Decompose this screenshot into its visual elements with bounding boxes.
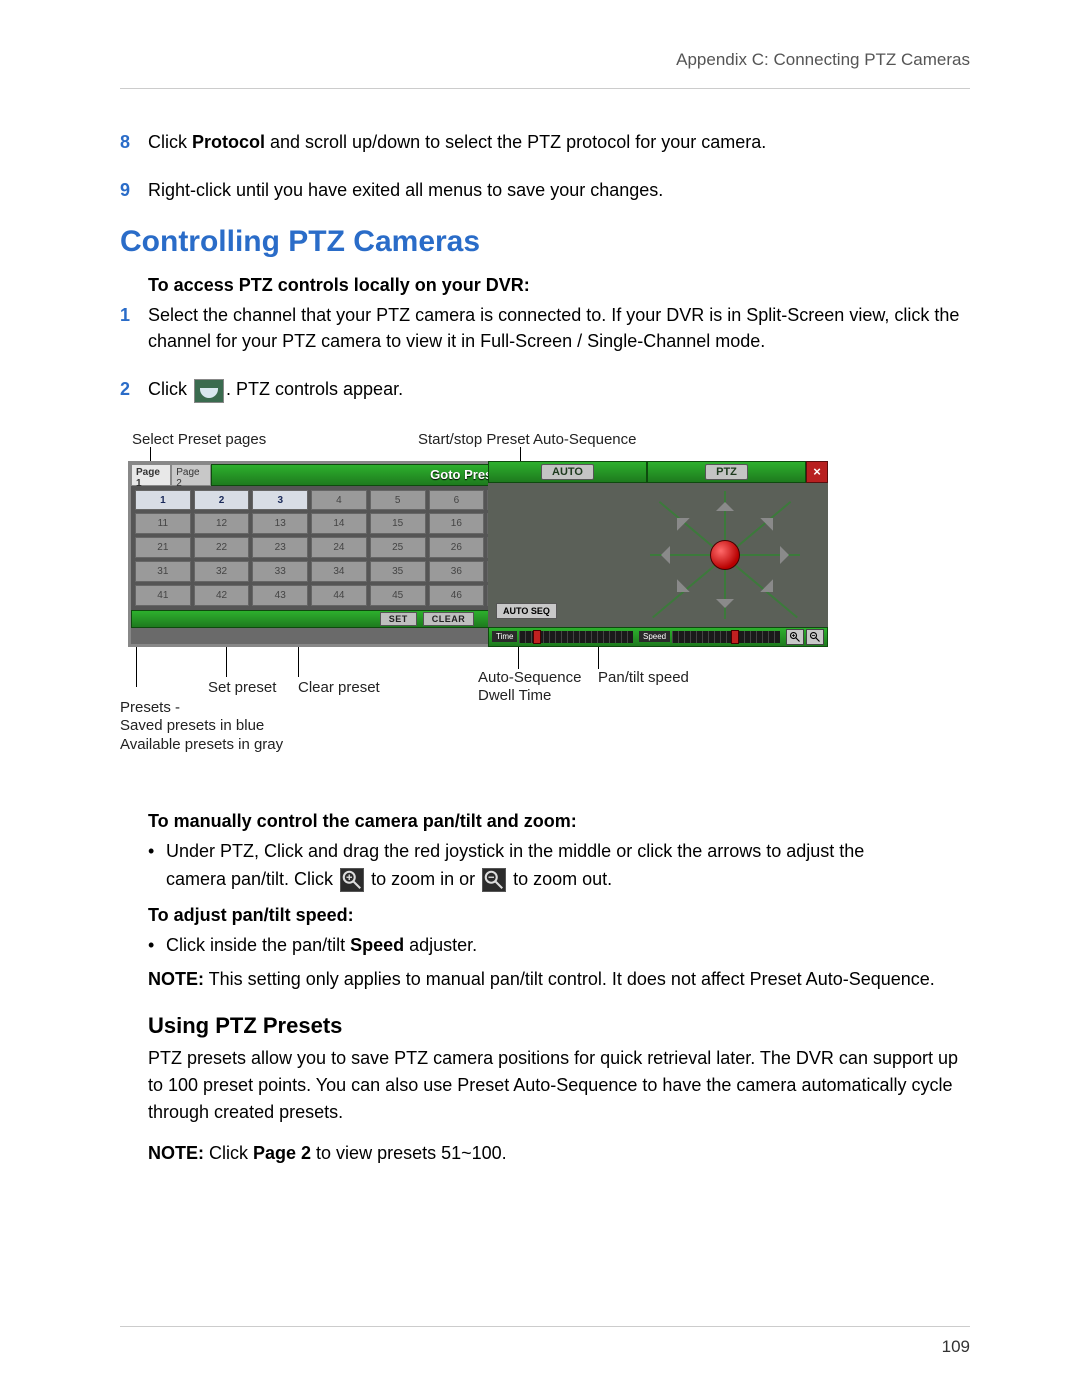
bullet-dot: • <box>148 932 166 960</box>
preset-2[interactable]: 2 <box>194 490 250 511</box>
preset-22[interactable]: 22 <box>194 537 250 558</box>
preset-31[interactable]: 31 <box>135 561 191 582</box>
manual-bullet-text: Under PTZ, Click and drag the red joysti… <box>166 838 970 894</box>
preset-page-2-tab[interactable]: Page 2 <box>171 464 211 486</box>
access-step-1-text: Select the channel that your PTZ camera … <box>148 302 970 354</box>
access-step-2-num: 2 <box>120 376 148 402</box>
ptz-control-panel: AUTO PTZ × AUTO SEQ <box>488 461 828 647</box>
label-select-preset-pages: Select Preset pages <box>132 431 266 450</box>
close-ptz-button[interactable]: × <box>806 461 828 483</box>
step-number-8: 8 <box>120 129 148 155</box>
preset-25[interactable]: 25 <box>370 537 426 558</box>
page-header: Appendix C: Connecting PTZ Cameras <box>120 50 970 89</box>
zoom-in-button[interactable] <box>786 629 804 645</box>
preset-4[interactable]: 4 <box>311 490 367 511</box>
pan-left-arrow[interactable] <box>652 546 670 564</box>
joystick-center[interactable] <box>710 540 740 570</box>
step-number-9: 9 <box>120 177 148 203</box>
dwell-time-slider[interactable]: Time <box>489 631 636 643</box>
preset-36[interactable]: 36 <box>429 561 485 582</box>
pan-downleft-arrow[interactable] <box>664 579 689 604</box>
preset-26[interactable]: 26 <box>429 537 485 558</box>
set-preset-button[interactable]: SET <box>380 612 417 626</box>
preset-24[interactable]: 24 <box>311 537 367 558</box>
preset-page-1-tab[interactable]: Page 1 <box>131 464 171 486</box>
preset-6[interactable]: 6 <box>429 490 485 511</box>
preset-45[interactable]: 45 <box>370 585 426 606</box>
preset-44[interactable]: 44 <box>311 585 367 606</box>
label-autoseq-dwell: Auto-Sequence Dwell Time <box>478 669 608 707</box>
page-number: 109 <box>942 1337 970 1356</box>
preset-42[interactable]: 42 <box>194 585 250 606</box>
preset-11[interactable]: 11 <box>135 513 191 534</box>
preset-12[interactable]: 12 <box>194 513 250 534</box>
using-ptz-presets-heading: Using PTZ Presets <box>148 1013 970 1039</box>
preset-15[interactable]: 15 <box>370 513 426 534</box>
page-footer: 109 <box>120 1326 970 1357</box>
presets-note: NOTE: Click Page 2 to view presets 51~10… <box>148 1140 970 1167</box>
pantilt-speed-slider[interactable]: Speed <box>636 631 783 643</box>
bullet-dot: • <box>148 838 166 894</box>
access-step-1-num: 1 <box>120 302 148 328</box>
label-set-preset: Set preset <box>208 679 276 698</box>
preset-33[interactable]: 33 <box>252 561 308 582</box>
preset-14[interactable]: 14 <box>311 513 367 534</box>
preset-32[interactable]: 32 <box>194 561 250 582</box>
preset-23[interactable]: 23 <box>252 537 308 558</box>
manual-control-heading: To manually control the camera pan/tilt … <box>148 811 970 832</box>
pan-downright-arrow[interactable] <box>760 579 785 604</box>
preset-13[interactable]: 13 <box>252 513 308 534</box>
preset-3[interactable]: 3 <box>252 490 308 511</box>
step-8-text: Click Protocol and scroll up/down to sel… <box>148 129 970 155</box>
speed-heading: To adjust pan/tilt speed: <box>148 905 970 926</box>
zoom-out-icon <box>482 868 506 892</box>
preset-34[interactable]: 34 <box>311 561 367 582</box>
pantilt-joystick[interactable] <box>650 491 800 619</box>
preset-35[interactable]: 35 <box>370 561 426 582</box>
preset-43[interactable]: 43 <box>252 585 308 606</box>
label-pantilt-speed: Pan/tilt speed <box>598 669 689 688</box>
zoom-out-button[interactable] <box>806 629 824 645</box>
access-heading: To access PTZ controls locally on your D… <box>148 275 970 296</box>
section-title: Controlling PTZ Cameras <box>120 225 970 259</box>
preset-46[interactable]: 46 <box>429 585 485 606</box>
preset-41[interactable]: 41 <box>135 585 191 606</box>
presets-paragraph: PTZ presets allow you to save PTZ camera… <box>148 1045 970 1126</box>
step-9-text: Right-click until you have exited all me… <box>148 177 970 203</box>
preset-5[interactable]: 5 <box>370 490 426 511</box>
preset-1[interactable]: 1 <box>135 490 191 511</box>
ptz-controls-figure: Select Preset pages Start/stop Preset Au… <box>120 431 970 791</box>
label-presets-legend: Presets - Saved presets in blue Availabl… <box>120 699 320 755</box>
preset-21[interactable]: 21 <box>135 537 191 558</box>
speed-note: NOTE: This setting only applies to manua… <box>148 966 970 993</box>
zoom-in-icon <box>340 868 364 892</box>
ptz-menu-icon <box>194 379 224 403</box>
label-start-stop-autoseq: Start/stop Preset Auto-Sequence <box>418 431 636 450</box>
auto-button[interactable]: AUTO <box>488 461 647 483</box>
auto-seq-button[interactable]: AUTO SEQ <box>496 603 557 619</box>
clear-preset-button[interactable]: CLEAR <box>423 612 475 626</box>
pan-down-arrow[interactable] <box>716 599 734 617</box>
speed-bullet-text: Click inside the pan/tilt Speed adjuster… <box>166 932 970 960</box>
ptz-button[interactable]: PTZ <box>647 461 806 483</box>
pan-up-arrow[interactable] <box>716 493 734 511</box>
access-step-2-text: Click . PTZ controls appear. <box>148 376 970 402</box>
pan-right-arrow[interactable] <box>780 546 798 564</box>
preset-16[interactable]: 16 <box>429 513 485 534</box>
label-clear-preset: Clear preset <box>298 679 380 698</box>
